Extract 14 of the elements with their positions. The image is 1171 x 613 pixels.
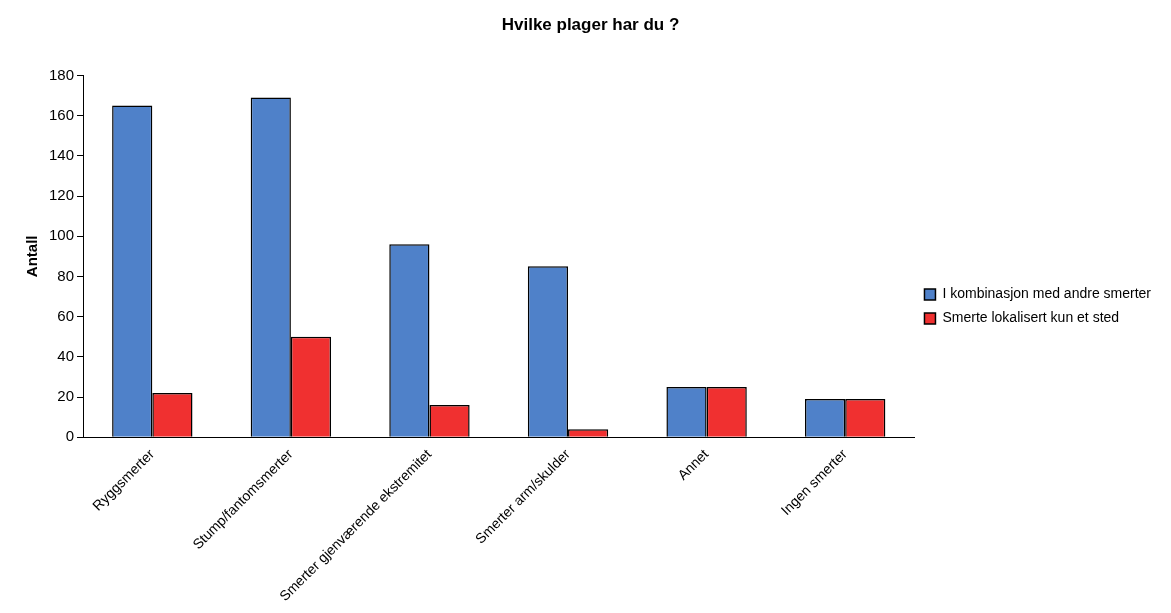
y-tick-label: 140 bbox=[49, 145, 75, 163]
y-tick-label: 60 bbox=[57, 306, 75, 324]
y-tick-label: 100 bbox=[49, 226, 75, 244]
y-tick-label: 80 bbox=[57, 266, 75, 284]
y-tick-label: 120 bbox=[49, 186, 75, 204]
y-tick-label: 0 bbox=[65, 427, 75, 445]
y-tick-label: 160 bbox=[49, 105, 75, 123]
legend-label: I kombinasjon med andre smerter bbox=[942, 285, 1152, 302]
y-tick-label: 40 bbox=[57, 346, 75, 364]
y-axis-title: Antall bbox=[23, 235, 41, 278]
legend-label: Smerte lokalisert kun et sted bbox=[942, 309, 1120, 326]
y-tick-label: 20 bbox=[57, 387, 75, 405]
chart-title: Hvilke plager har du ? bbox=[501, 14, 680, 34]
y-tick-label: 180 bbox=[49, 65, 75, 83]
